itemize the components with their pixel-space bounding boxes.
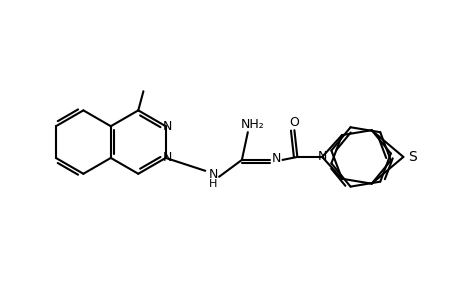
Text: O: O [289, 116, 299, 129]
Text: N: N [162, 120, 172, 133]
Text: H: H [208, 179, 217, 189]
Text: NH₂: NH₂ [241, 118, 264, 131]
Text: S: S [407, 150, 416, 164]
Text: N: N [271, 152, 280, 165]
Text: N: N [162, 152, 172, 164]
Text: N: N [208, 168, 218, 181]
Text: N: N [317, 150, 326, 164]
